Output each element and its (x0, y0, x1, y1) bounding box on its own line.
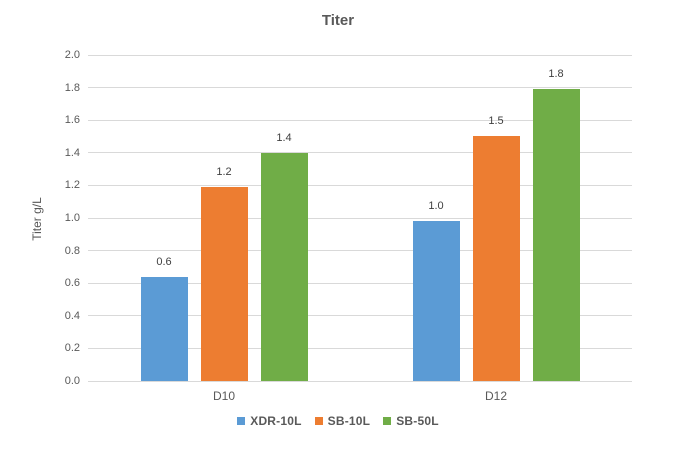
legend: XDR-10L SB-10L SB-50L (0, 414, 676, 428)
legend-item-sb-10l: SB-10L (314, 414, 371, 428)
data-label: 1.8 (548, 68, 564, 80)
bar-xdr-10l-d12 (412, 221, 460, 381)
legend-item-xdr-10l: XDR-10L (237, 414, 301, 428)
y-tick-label: 1.6 (64, 114, 80, 127)
gridline (88, 380, 632, 382)
bar-sb-10l-d12 (472, 136, 520, 381)
gridline (88, 119, 632, 121)
gridline (88, 54, 632, 56)
gridline (88, 217, 632, 219)
gridline (88, 282, 632, 284)
gridline (88, 184, 632, 186)
y-tick-label: 0.4 (64, 309, 80, 322)
legend-swatch-icon (237, 417, 246, 425)
y-tick-label: 0.6 (64, 277, 80, 290)
chart-title: Titer (321, 12, 355, 29)
legend-label: XDR-10L (250, 414, 302, 428)
y-tick-label: 0.8 (64, 244, 80, 257)
plot-area: 0.6 1.2 1.4 1.0 1.5 1.8 (88, 54, 632, 382)
y-tick-label: 2.0 (64, 49, 80, 61)
gridline (88, 87, 632, 89)
gridline (88, 152, 632, 154)
data-label: 1.2 (216, 166, 232, 178)
legend-item-sb-50l: SB-50L (383, 414, 439, 428)
y-tick-label: 0.2 (64, 342, 80, 355)
legend-label: SB-10L (327, 414, 371, 428)
bar-sb-50l-d12 (532, 89, 580, 381)
y-tick-label: 1.4 (64, 146, 80, 159)
legend-label: SB-50L (396, 414, 439, 428)
legend-swatch-icon (314, 417, 323, 425)
bar-sb-50l-d10 (260, 153, 308, 381)
gridline (88, 347, 632, 349)
bar-sb-10l-d10 (200, 187, 248, 381)
gridline (88, 315, 632, 317)
gridline (88, 250, 632, 252)
data-label: 1.4 (276, 132, 292, 144)
y-tick-label: 1.2 (64, 179, 80, 192)
y-tick-label: 1.8 (64, 81, 80, 94)
x-category-label: D10 (212, 389, 236, 403)
legend-swatch-icon (383, 417, 392, 425)
data-label: 0.6 (156, 256, 172, 268)
data-label: 1.0 (428, 200, 444, 212)
y-tick-label: 1.0 (64, 212, 80, 224)
x-category-label: D12 (484, 389, 508, 403)
bar-xdr-10l-d10 (140, 277, 188, 381)
data-label: 1.5 (488, 115, 504, 127)
y-tick-label: 0.0 (64, 375, 80, 387)
